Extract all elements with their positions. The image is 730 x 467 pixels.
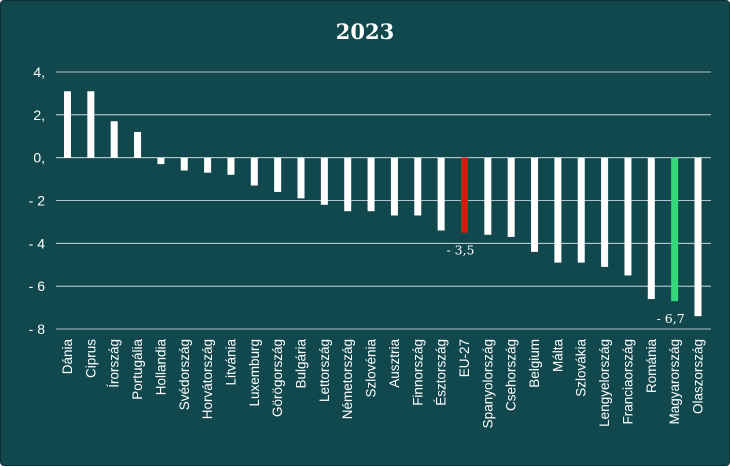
bar bbox=[624, 157, 632, 276]
bar bbox=[180, 157, 188, 171]
x-tick-label: Hollandia bbox=[153, 339, 168, 396]
bar bbox=[484, 157, 492, 235]
x-tick-label: Észtország bbox=[434, 339, 449, 406]
bar bbox=[460, 157, 468, 233]
bar bbox=[554, 157, 562, 263]
bar bbox=[601, 157, 609, 267]
data-label: - 6,7 bbox=[657, 311, 685, 326]
bar bbox=[367, 157, 375, 212]
x-tick-label: Németország bbox=[340, 339, 355, 419]
bar bbox=[297, 157, 305, 199]
x-tick-label: Csehország bbox=[504, 339, 519, 411]
x-tick-label: Spanyolország bbox=[480, 339, 495, 428]
x-tick-label: Olaszország bbox=[691, 339, 706, 414]
bar bbox=[110, 121, 118, 158]
x-tick-label: Litvánia bbox=[223, 339, 238, 386]
x-tick-label: Ciprus bbox=[83, 339, 98, 378]
bar bbox=[204, 157, 212, 173]
y-tick-label: - 8 bbox=[29, 321, 46, 337]
x-tick-label: Ausztria bbox=[387, 339, 402, 388]
bar bbox=[531, 157, 539, 252]
bar bbox=[507, 157, 515, 237]
x-tick-label: Finnország bbox=[410, 339, 425, 406]
bar bbox=[134, 131, 142, 158]
bar bbox=[414, 157, 422, 216]
x-tick-label: Magyarország bbox=[667, 339, 682, 425]
y-tick-label: - 2 bbox=[29, 193, 46, 209]
bar bbox=[157, 157, 165, 165]
data-label: - 3,5 bbox=[446, 243, 474, 258]
y-tick-label: 4, bbox=[33, 64, 45, 80]
x-tick-label: Portugália bbox=[130, 339, 145, 400]
bar bbox=[390, 157, 398, 216]
bar bbox=[577, 157, 585, 263]
bar bbox=[344, 157, 352, 212]
chart-title: 2023 bbox=[335, 19, 395, 44]
x-tick-label: Lengyelország bbox=[597, 339, 612, 427]
y-tick-label: - 4 bbox=[29, 235, 46, 251]
bar bbox=[694, 157, 702, 317]
x-tick-label: Szlovákia bbox=[574, 339, 589, 397]
x-tick-label: Görögország bbox=[270, 339, 285, 417]
bar bbox=[250, 157, 258, 186]
bar bbox=[671, 157, 679, 302]
y-tick-label: 2, bbox=[33, 107, 45, 123]
bar bbox=[437, 157, 445, 231]
y-tick-label: - 6 bbox=[29, 278, 46, 294]
x-tick-label: Belgium bbox=[527, 339, 542, 388]
x-tick-label: Svédország bbox=[177, 339, 192, 410]
bar bbox=[274, 157, 282, 192]
bar bbox=[320, 157, 328, 205]
x-tick-label: Dánia bbox=[60, 339, 75, 375]
x-tick-label: Horvátország bbox=[200, 339, 215, 419]
x-tick-label: Lettország bbox=[317, 339, 332, 402]
bar bbox=[227, 157, 235, 175]
bar bbox=[647, 157, 655, 300]
x-tick-label: Luxemburg bbox=[247, 339, 262, 407]
y-tick-label: 0, bbox=[33, 150, 45, 166]
x-tick-label: Franciaország bbox=[620, 339, 635, 425]
x-tick-label: Románia bbox=[644, 339, 659, 394]
x-tick-label: Írország bbox=[107, 339, 122, 388]
bar bbox=[64, 91, 71, 158]
x-tick-label: Bulgária bbox=[294, 339, 309, 389]
bar bbox=[87, 91, 95, 158]
x-tick-label: Málta bbox=[550, 339, 565, 373]
x-tick-label: Szlovénia bbox=[364, 339, 379, 398]
x-tick-label: EU-27 bbox=[457, 339, 472, 377]
